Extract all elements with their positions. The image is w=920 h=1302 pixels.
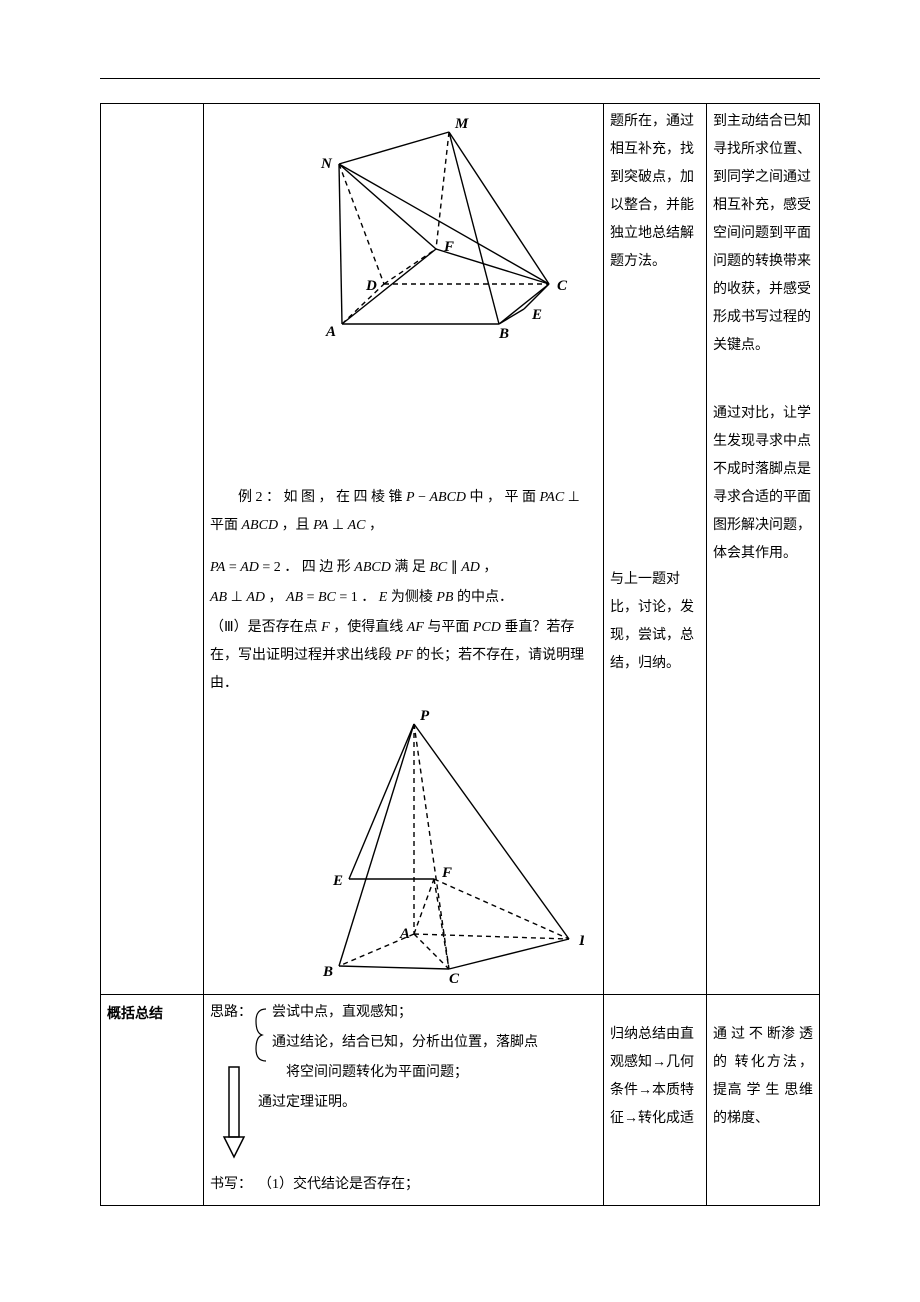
- lesson-table: M N F D C A B E 例 2 ： 如 图 ， 在 四 棱 锥 P − ABCD 中 …: [100, 103, 820, 1206]
- geometry-figure-1: M N F D C A B E: [224, 114, 584, 344]
- flow-label-write: 书写：: [210, 1171, 258, 1199]
- svg-text:B: B: [498, 326, 509, 342]
- cell-activity-2: 归纳总结由直观感知→几何条件→本质特征→转化成适: [604, 995, 707, 1206]
- flow-line: 将空间问题转化为平面问题；: [286, 1059, 597, 1087]
- example2-line: PA = AD = 2 ． 四 边 形 ABCD 满 足 BC ∥ AD ，: [210, 554, 597, 582]
- svg-text:D: D: [578, 933, 584, 949]
- example2-line: 例 2 ： 如 图 ， 在 四 棱 锥 P − ABCD 中 ， 平 面 PAC…: [210, 484, 597, 540]
- svg-text:A: A: [399, 926, 410, 942]
- cell-content-2: 思路： 尝试中点，直观感知； 通过结论，结合已知，分析出位置，落脚点: [204, 995, 604, 1206]
- cell-intent-2: 通 过 不 断渗 透 的 转化方法，提高 学 生 思维的梯度、: [707, 995, 820, 1206]
- activity-text: 与上一题对比，讨论，发现，尝试，总结，归纳。: [610, 566, 700, 678]
- svg-text:N: N: [320, 156, 333, 172]
- flow-line: （1）交代结论是否存在；: [258, 1171, 597, 1199]
- top-rule: [100, 78, 820, 79]
- activity-text: 题所在，通过相互补充，找到突破点，加以整合，并能独立地总结解题方法。: [610, 108, 700, 276]
- intent-text: 通 过 不 断渗 透 的 转化方法，提高 学 生 思维的梯度、: [713, 1021, 813, 1133]
- down-arrow-icon: [222, 1065, 246, 1161]
- intent-text: 通过对比，让学生发现寻求中点不成时落脚点是寻求合适的平面图形解决问题，体会其作用…: [713, 400, 813, 568]
- svg-text:C: C: [449, 971, 460, 984]
- svg-text:A: A: [325, 324, 336, 340]
- cell-content-1: M N F D C A B E 例 2 ： 如 图 ， 在 四 棱 锥 P − ABCD 中 …: [204, 104, 604, 995]
- intent-text: 到主动结合已知寻找所求位置、到同学之间通过相互补充，感受空间问题到平面问题的转换…: [713, 108, 813, 360]
- example2-line: （Ⅲ）是否存在点 F ，使得直线 AF 与平面 PCD 垂直？若存在，写出证明过…: [210, 614, 597, 698]
- table-row: M N F D C A B E 例 2 ： 如 图 ， 在 四 棱 锥 P − ABCD 中 …: [101, 104, 820, 995]
- activity-text: 归纳总结由直观感知→几何条件→本质特征→转化成适: [610, 1021, 700, 1133]
- svg-text:P: P: [420, 708, 430, 724]
- cell-phase-2: 概括总结: [101, 995, 204, 1206]
- table-row: 概括总结 思路： 尝试中点，直观感知； 通过结论，结合已知，分析出位置，落脚点: [101, 995, 820, 1206]
- flow-line: 通过定理证明。: [258, 1089, 597, 1117]
- flow-line: 尝试中点，直观感知；: [272, 999, 597, 1027]
- svg-text:E: E: [332, 873, 343, 889]
- cell-activity-1: 题所在，通过相互补充，找到突破点，加以整合，并能独立地总结解题方法。 与上一题对…: [604, 104, 707, 995]
- example2-line: AB ⊥ AD ， AB = BC = 1 ． E 为侧棱 PB 的中点．: [210, 584, 597, 612]
- geometry-figure-2: P E F A B C D: [224, 704, 584, 984]
- flow-line: 通过结论，结合已知，分析出位置，落脚点: [272, 1029, 597, 1057]
- svg-text:C: C: [557, 278, 568, 294]
- brace-icon: [254, 1007, 270, 1063]
- svg-text:E: E: [531, 307, 542, 323]
- flow-label-thought: 思路：: [210, 999, 258, 1027]
- svg-text:B: B: [322, 964, 333, 980]
- svg-text:M: M: [454, 116, 469, 132]
- cell-phase-1: [101, 104, 204, 995]
- cell-intent-1: 到主动结合已知寻找所求位置、到同学之间通过相互补充，感受空间问题到平面问题的转换…: [707, 104, 820, 995]
- svg-text:F: F: [441, 865, 452, 881]
- svg-text:F: F: [443, 239, 454, 255]
- svg-text:D: D: [365, 278, 377, 294]
